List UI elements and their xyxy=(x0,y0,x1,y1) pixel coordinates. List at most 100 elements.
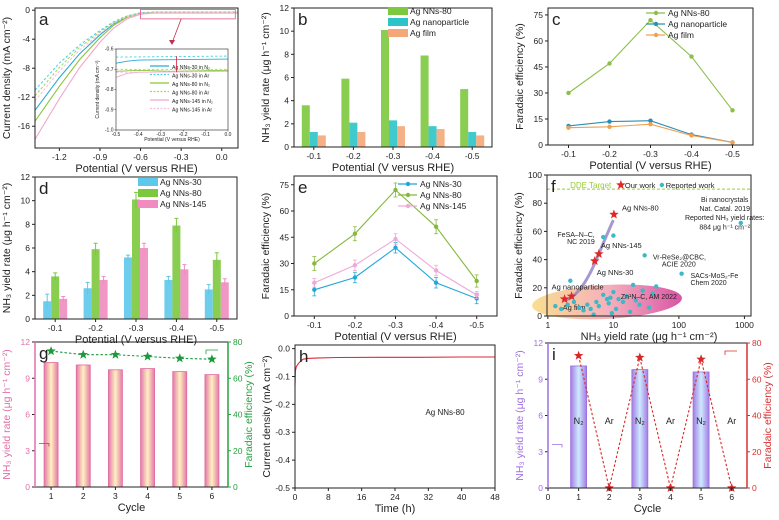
x-tick-label: -0.3 xyxy=(388,320,403,330)
data-point xyxy=(433,224,439,229)
legend-label: Ag nanoparticle xyxy=(410,17,469,27)
data-point xyxy=(393,187,398,193)
x-tick-label: -0.4 xyxy=(425,151,440,161)
data-point xyxy=(312,280,317,285)
data-point xyxy=(405,203,411,209)
data-point xyxy=(646,305,652,310)
star-marker xyxy=(46,346,56,356)
inset-background xyxy=(116,49,228,130)
data-point xyxy=(312,261,317,266)
annotation: Reported NH₃ yield rates: xyxy=(685,215,765,222)
y-tick-label: 100 xyxy=(528,170,542,180)
zoom-arrow xyxy=(171,18,182,44)
series-faradaic-efficiency xyxy=(573,350,737,492)
data-point xyxy=(630,282,636,288)
bar xyxy=(692,371,710,489)
x-tick-label: -1.2 xyxy=(52,152,67,162)
data-point xyxy=(566,125,571,130)
y2-tick-label: 40 xyxy=(752,411,762,421)
bar xyxy=(460,89,469,147)
series-faradaic-efficiency xyxy=(46,346,217,364)
y-tick-label: 60 xyxy=(533,226,543,236)
series-line xyxy=(34,11,238,102)
data-point xyxy=(616,296,621,302)
error-bar xyxy=(45,293,50,309)
left-axis-arrow-icon xyxy=(39,443,50,447)
data-point xyxy=(611,289,616,295)
data-point xyxy=(648,118,653,123)
bar xyxy=(570,365,588,489)
plot-frame xyxy=(34,341,229,488)
y-tick-label: 4 xyxy=(25,267,30,277)
bar xyxy=(436,129,445,147)
data-point xyxy=(352,275,358,280)
series-ag-nns-145-in-ar xyxy=(115,70,229,73)
point-label: Ag NNs-80 xyxy=(622,203,659,212)
x-tick-label: 1000 xyxy=(735,320,754,330)
x-tick-label: 100 xyxy=(672,320,686,330)
series-line xyxy=(314,247,477,300)
panel-letter: h xyxy=(299,347,308,366)
gas-label: N₂ xyxy=(574,416,584,426)
point-label: Ag nanoparticle xyxy=(552,282,604,291)
annotation: FeSA–N–C, xyxy=(557,232,594,239)
x-tick-label: -0.4 xyxy=(134,132,143,138)
bar xyxy=(140,248,148,319)
legend-swatch xyxy=(138,189,158,197)
series-ag-nns-30-in-n- xyxy=(115,58,229,64)
y-tick-label: 0 xyxy=(25,5,30,15)
y-tick-label: 8 xyxy=(25,219,30,229)
panel-letter: i xyxy=(552,345,556,364)
series-ag-nns-80 xyxy=(301,30,469,148)
data-point xyxy=(474,278,479,284)
y-tick-label: -12 xyxy=(18,92,31,102)
bar xyxy=(75,364,91,488)
dde-target-label: DDE Target xyxy=(570,181,612,190)
right-axis-arrow-icon xyxy=(724,350,737,355)
annotation: SACs-MoS₂-Fe xyxy=(690,273,738,280)
annotation: Nat. Catal. 2019 xyxy=(699,206,750,213)
star-marker xyxy=(590,256,600,266)
right-axis-arrow-icon xyxy=(205,349,218,354)
x-axis-title: Potential (V versus RHE) xyxy=(332,162,454,174)
x-tick-label: 40 xyxy=(457,492,467,502)
data-point xyxy=(588,306,593,312)
y2-tick-label: 0 xyxy=(752,483,757,493)
series-ag-nns-30-in-ar xyxy=(115,55,229,58)
y-tick-label: 6 xyxy=(538,411,543,421)
y-tick-label: 12 xyxy=(534,338,544,348)
y-tick-label: 15 xyxy=(534,114,544,124)
error-bar xyxy=(174,217,179,233)
x-tick-label: -0.1 xyxy=(201,132,210,138)
plot-frame xyxy=(294,344,496,489)
x-axis-title: Time (h) xyxy=(375,503,416,515)
panel-c: -0.1 -0.2 -0.3 -0.4 -0.5 0 15 30 45 60 75 Potential… xyxy=(514,7,754,172)
y-axis-title: Faradaic efficiency (%) xyxy=(514,23,526,130)
y-tick-label: -0.6 xyxy=(105,47,114,53)
star-marker xyxy=(110,349,121,359)
x-tick-label: -0.1 xyxy=(48,323,63,333)
y-tick-label: 0 xyxy=(284,311,289,321)
panel-a_inset: -0.5 -0.4 -0.3 -0.2 -0.1 0.0 -0.6 -0.7 -0.8 -0.9 -… xyxy=(95,47,232,143)
series-line xyxy=(568,123,733,143)
arrow-head-icon xyxy=(169,40,175,45)
x-tick-label: -0.2 xyxy=(346,151,361,161)
series-line-4 xyxy=(34,12,238,140)
y-axis-title: Current density (mA cm⁻²) xyxy=(261,355,273,477)
x-tick-label: 2 xyxy=(607,492,612,502)
legend-swatch xyxy=(388,18,408,26)
data-point xyxy=(640,288,645,293)
series-ag-nns-145-in-n- xyxy=(115,70,229,78)
data-point xyxy=(405,192,411,198)
legend-label: Ag NNs-80 xyxy=(410,6,452,16)
bar xyxy=(59,298,68,319)
bar xyxy=(99,279,108,319)
data-point xyxy=(738,220,743,226)
x-tick-label: 5 xyxy=(177,491,182,501)
bar xyxy=(164,279,173,319)
x-axis-title: Potential (V versus RHE) xyxy=(144,137,200,143)
series-line xyxy=(34,12,238,140)
y-tick-label: 10 xyxy=(21,196,31,206)
plot-frame xyxy=(546,174,752,317)
